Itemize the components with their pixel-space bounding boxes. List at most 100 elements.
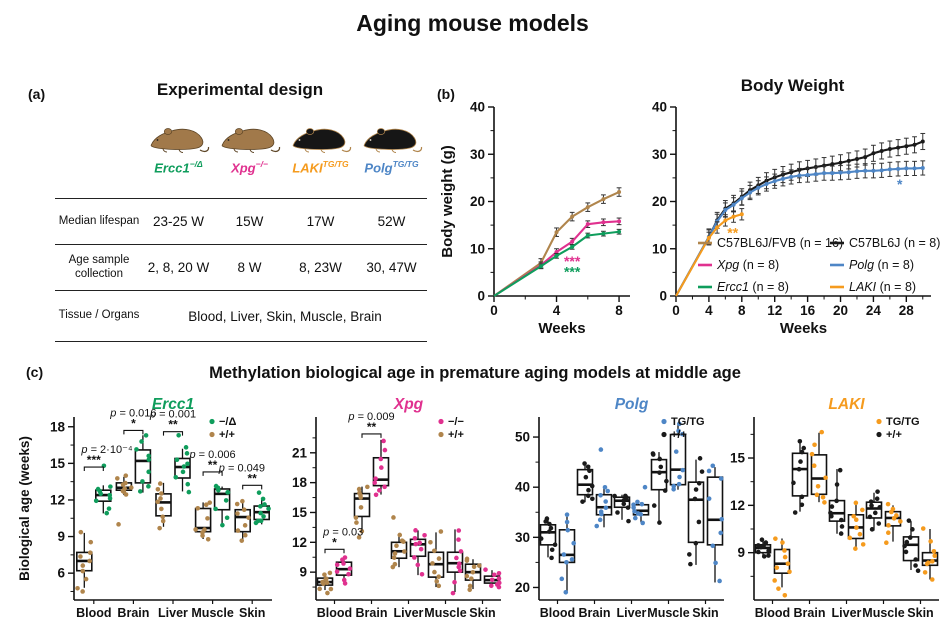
table-row: Tissue / Organs Blood, Liver, Skin, Muscl… [55,290,427,342]
svg-text:30: 30 [652,147,667,162]
mouse-model-polg: PolgTG/TG [356,120,427,175]
mouse-icon [221,128,280,153]
svg-text:40: 40 [652,100,667,115]
svg-text:18: 18 [50,419,66,434]
legend-item: Polg (n = 8) [849,258,914,272]
svg-text:Liver: Liver [617,606,647,620]
table-cell: 8, 23W [299,260,342,275]
svg-text:10: 10 [470,241,485,256]
panel-a-label: (a) [28,86,46,102]
mouse-model-xpg: Xpg−/− [214,120,285,175]
svg-text:6: 6 [57,566,65,581]
legend-item: C57BL6J (n = 8) [849,236,940,250]
svg-text:**: ** [168,418,178,432]
svg-text:24: 24 [866,303,882,318]
svg-text:15: 15 [50,456,66,471]
mouse-model-ercc1: Ercc1−/Δ [143,120,214,175]
svg-text:40: 40 [515,480,530,495]
panel-c-title: Methylation biological age in premature … [209,364,741,382]
svg-text:12: 12 [50,492,65,507]
table-cell: 52W [377,214,406,229]
table-cell: 15W [235,214,264,229]
svg-text:20: 20 [515,580,530,595]
svg-text:***: *** [564,264,581,280]
svg-text:Body weight (g): Body weight (g) [439,145,456,258]
svg-text:0: 0 [490,303,498,318]
svg-text:30: 30 [515,530,530,545]
svg-text:Muscle: Muscle [191,606,233,620]
svg-text:Ercc1: Ercc1 [152,396,194,413]
table-row-header: Age sample collection [68,254,130,280]
svg-text:16: 16 [800,303,816,318]
svg-text:8: 8 [615,303,623,318]
svg-text:4: 4 [553,303,561,318]
svg-text:**: ** [367,420,377,434]
svg-text:TG/TG: TG/TG [886,416,920,428]
table-row-header: Tissue / Organs [58,309,140,322]
svg-text:TG/TG: TG/TG [671,416,705,428]
table-row-header: Median lifespan [58,214,140,227]
panel-b-label: (b) [437,86,455,102]
boxplot-polg: 20 30 40 50 Blood Brain Liver Muscle Skin Polg TG/… [515,396,725,620]
svg-text:p = 0.006: p = 0.006 [188,449,235,461]
svg-text:***: *** [87,453,101,467]
legend-item: C57BL6J/FVB (n = 16) [717,236,843,250]
svg-text:Muscle: Muscle [424,606,466,620]
table-cell: 17W [306,214,335,229]
svg-text:18: 18 [292,475,308,490]
svg-text:p = 0.016: p = 0.016 [109,407,156,419]
svg-text:+/+: +/+ [886,429,902,441]
panel-c-label: (c) [26,364,44,380]
svg-text:**: ** [208,458,218,472]
svg-text:*: * [897,176,903,192]
svg-text:30: 30 [470,147,485,162]
svg-text:10: 10 [652,241,667,256]
model-name-label: PolgTG/TG [364,159,419,176]
svg-text:15: 15 [292,505,308,520]
mouse-models-row: Ercc1−/Δ Xpg−/− LAKITG/TG PolgTG/TG [55,120,427,175]
svg-text:0: 0 [659,289,667,304]
mouse-icon [292,128,351,153]
svg-text:p = 0.009: p = 0.009 [347,411,394,423]
svg-text:21: 21 [292,445,308,460]
svg-text:20: 20 [652,194,667,209]
table-cell: Blood, Liver, Skin, Muscle, Brain [188,308,382,324]
svg-text:Skin: Skin [692,606,718,620]
svg-text:Blood: Blood [540,606,575,620]
legend-item: Xpg (n = 8) [716,258,779,272]
svg-text:Blood: Blood [317,606,352,620]
svg-text:Xpg: Xpg [393,396,424,413]
svg-text:*: * [131,416,136,430]
svg-text:40: 40 [470,100,485,115]
svg-text:Brain: Brain [579,606,611,620]
experimental-design-table: Median lifespan 23-25 W 15W 17W 52W Age sampl… [55,198,427,342]
boxplot-ercc1: 6 9 12 15 18 Blood Brain Liver Muscle Skin Ercc1 Bi… [17,396,272,620]
svg-text:9: 9 [57,529,65,544]
svg-text:p = 0.03: p = 0.03 [322,526,363,538]
svg-text:0: 0 [672,303,680,318]
svg-text:***: *** [564,253,581,269]
svg-text:LAKI: LAKI [828,396,865,413]
svg-text:Brain: Brain [794,606,826,620]
svg-text:20: 20 [833,303,848,318]
svg-text:*: * [332,535,337,549]
svg-text:+/+: +/+ [448,429,464,441]
model-name-label: Ercc1−/Δ [154,159,203,176]
svg-text:Liver: Liver [394,606,424,620]
svg-text:Weeks: Weeks [538,320,585,337]
svg-text:15: 15 [730,451,746,466]
panel-a-title: Experimental design [156,80,324,99]
svg-text:Skin: Skin [907,606,933,620]
svg-text:9: 9 [299,565,307,580]
legend-item: LAKI (n = 8) [849,280,916,294]
figure-title: Aging mouse models [356,10,589,36]
table-cell: 23-25 W [152,214,205,229]
svg-text:Brain: Brain [117,606,149,620]
svg-text:Blood: Blood [76,606,111,620]
svg-text:4: 4 [705,303,713,318]
svg-text:20: 20 [470,194,485,209]
table-cell: 2, 8, 20 W [147,260,210,275]
